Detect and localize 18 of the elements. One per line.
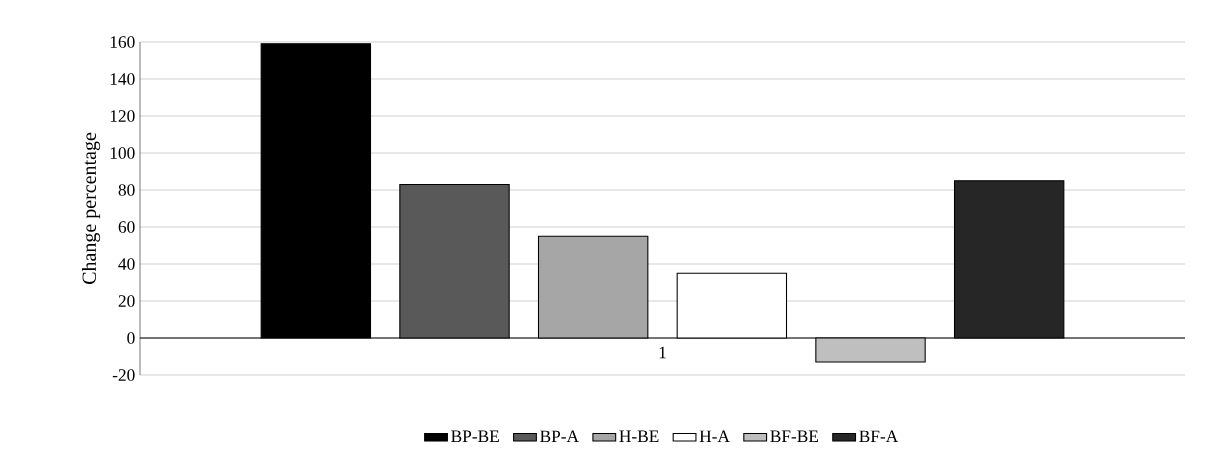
y-tick-label: 80 — [118, 184, 135, 196]
x-tick-label: 1 — [659, 346, 666, 359]
legend-label: BF-A — [859, 430, 899, 443]
y-axis-title: Change percentage — [81, 132, 101, 285]
legend-label: H-A — [699, 430, 730, 442]
legend-label: BP-BE — [451, 430, 499, 442]
y-tick-label: 40 — [118, 258, 135, 270]
y-tick-label: 60 — [118, 221, 135, 233]
y-tick-label: 120 — [110, 110, 135, 122]
y-tick-label: 140 — [110, 73, 135, 85]
y-tick-label: -20 — [112, 369, 135, 381]
y-tick-label: 0 — [127, 332, 135, 344]
y-tick-label: 100 — [110, 147, 135, 159]
y-tick-label: 20 — [118, 295, 135, 307]
legend-label: BF-BE — [770, 430, 819, 442]
y-tick-label: 160 — [110, 36, 135, 48]
legend-label: H-BE — [619, 430, 659, 442]
legend-label: BP-A — [540, 430, 579, 443]
